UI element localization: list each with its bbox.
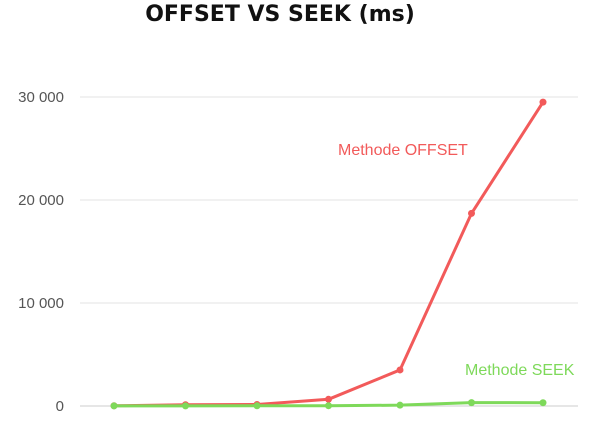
data-point-seek [468,399,475,407]
series-label-offset: Methode OFFSET [338,142,468,159]
series-label-seek: Methode SEEK [465,362,575,379]
grid-lines [80,96,578,304]
data-point-seek [539,399,547,407]
data-point-seek [110,402,118,410]
data-point-offset [396,366,404,374]
data-point-seek [253,402,261,410]
data-point-offset [539,98,547,106]
chart-title: OFFSET VS SEEK (ms) [145,2,415,27]
data-point-offset [468,209,475,217]
y-tick-label: 0 [56,398,64,415]
data-point-seek [396,401,404,409]
y-tick-label: 30 000 [18,89,64,106]
y-axis-tick-labels: 0 10 000 20 000 30 000 [18,89,64,415]
data-point-seek [182,402,189,410]
series-group [110,98,547,410]
data-point-offset [325,395,332,403]
y-tick-label: 10 000 [18,295,64,312]
data-point-seek [325,402,332,410]
series-line-offset [113,101,545,408]
y-tick-label: 20 000 [18,192,64,209]
